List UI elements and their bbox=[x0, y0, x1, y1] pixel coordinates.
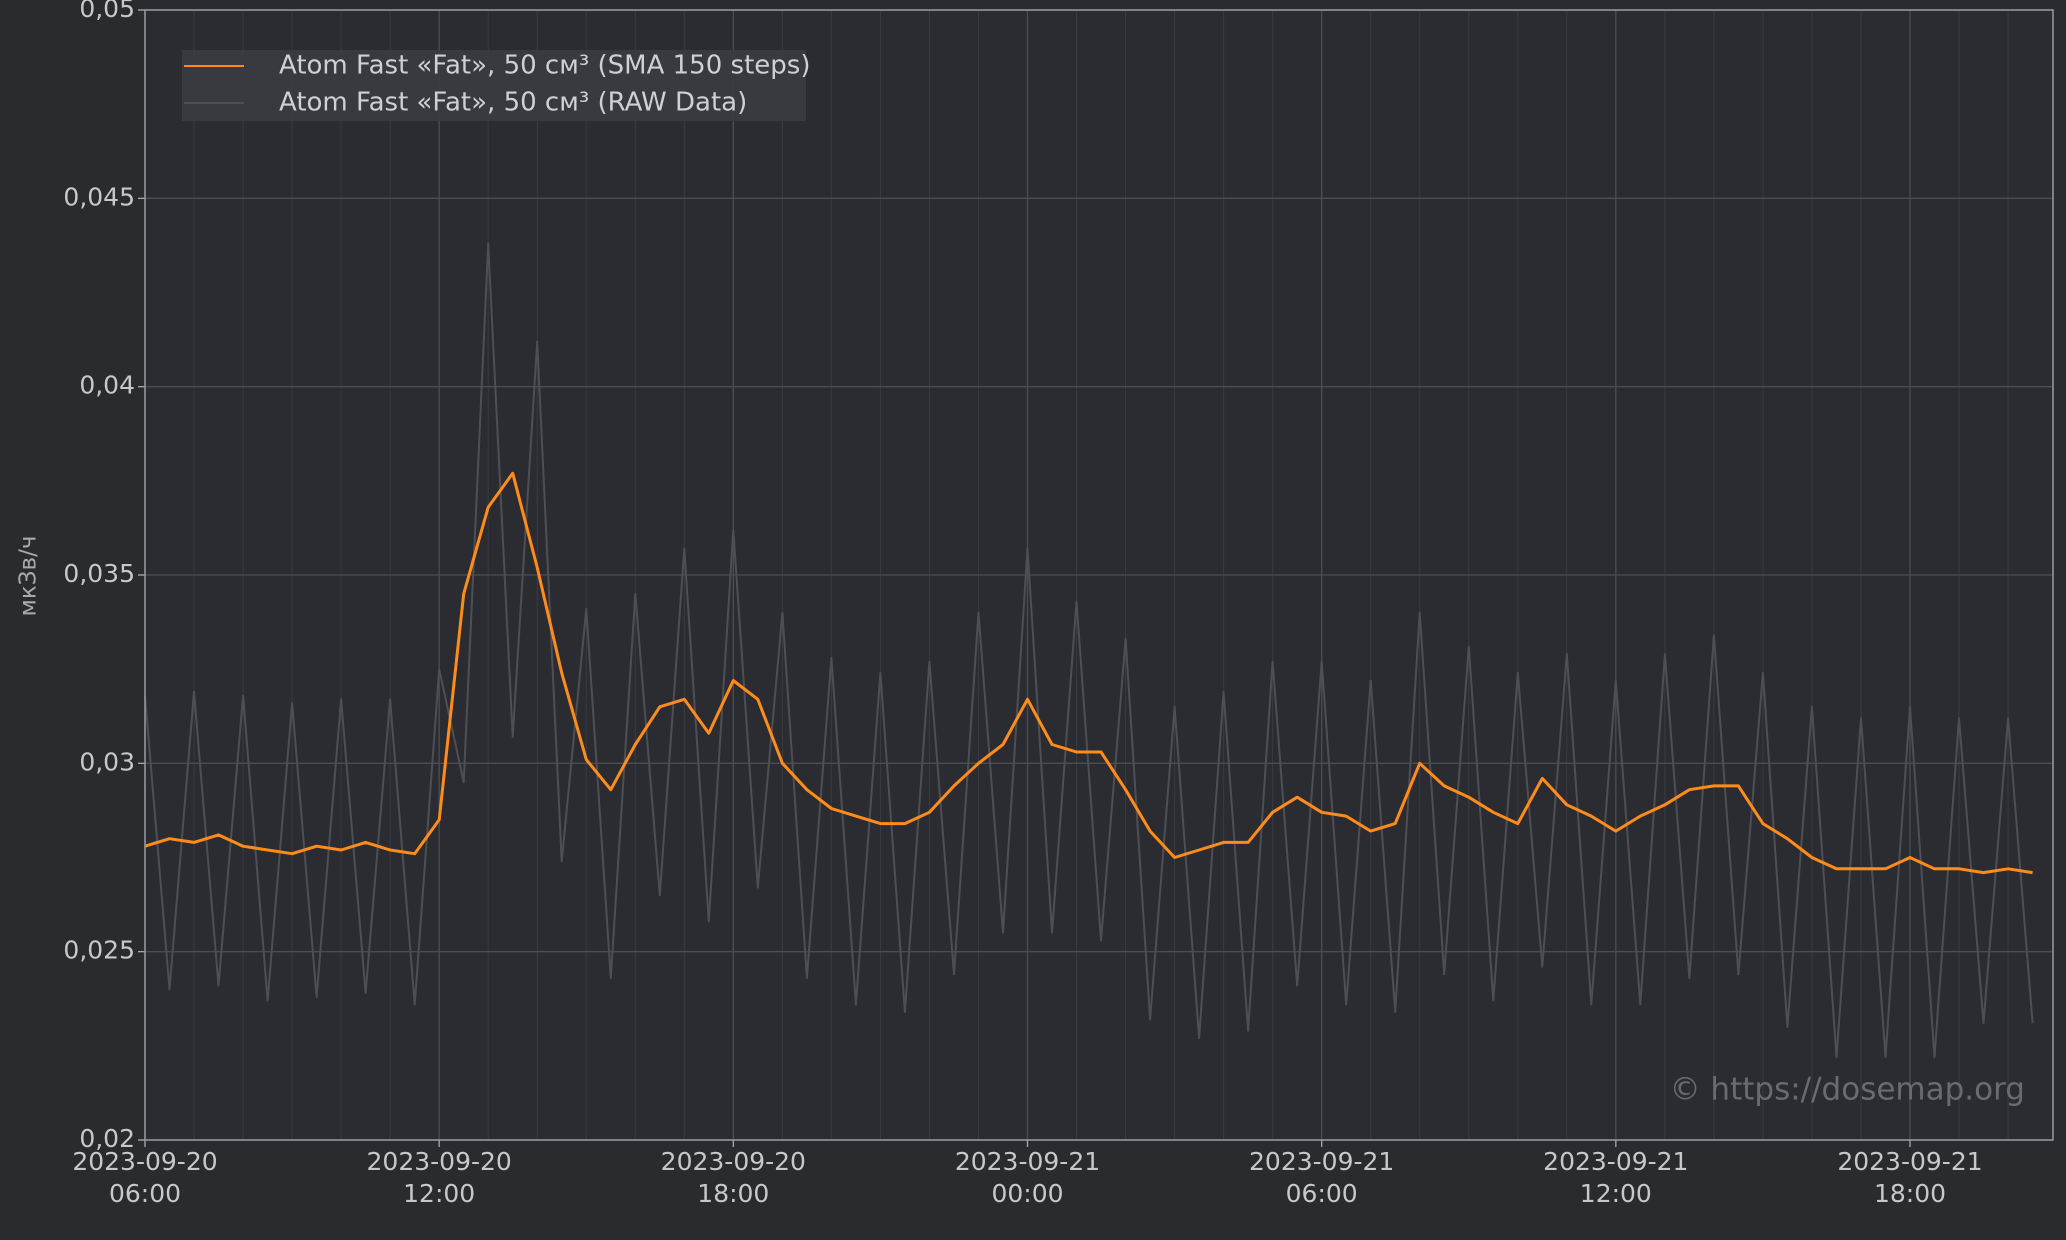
watermark: © https://dosemap.org bbox=[1670, 1072, 2025, 1108]
line-series bbox=[144, 242, 2034, 1059]
legend-label: Atom Fast «Fat», 50 см³ (SMA 150 steps) bbox=[279, 51, 810, 81]
x-tick-label: 18:00 bbox=[697, 1179, 769, 1208]
x-tick-label: 06:00 bbox=[1286, 1179, 1358, 1208]
x-tick-label: 2023-09-21 bbox=[1249, 1147, 1394, 1176]
legend: Atom Fast «Fat», 50 см³ (SMA 150 steps) A… bbox=[182, 50, 810, 121]
x-tick-label: 12:00 bbox=[403, 1179, 475, 1208]
legend-box bbox=[182, 50, 806, 121]
x-tick-label: 2023-09-20 bbox=[72, 1147, 217, 1176]
x-tick-label: 2023-09-21 bbox=[1543, 1147, 1688, 1176]
y-tick-label: 0,035 bbox=[63, 559, 135, 588]
axes-frame bbox=[144, 9, 2054, 1141]
y-tick-label: 0,045 bbox=[63, 182, 135, 211]
x-tick-label: 12:00 bbox=[1580, 1179, 1652, 1208]
y-tick-label: 0,04 bbox=[79, 371, 135, 400]
y-tick-label: 0,05 bbox=[79, 0, 135, 23]
x-tick-label: 00:00 bbox=[991, 1179, 1063, 1208]
y-tick-label: 0,03 bbox=[79, 747, 135, 776]
legend-label: Atom Fast «Fat», 50 см³ (RAW Data) bbox=[279, 88, 747, 118]
line-series bbox=[144, 471, 2033, 875]
x-tick-label: 2023-09-21 bbox=[955, 1147, 1100, 1176]
x-tick-label: 2023-09-20 bbox=[367, 1147, 512, 1176]
y-axis-label: мкЗв/ч bbox=[16, 536, 42, 617]
x-tick-label: 06:00 bbox=[109, 1179, 181, 1208]
x-tick-label: 2023-09-20 bbox=[661, 1147, 806, 1176]
plot-area bbox=[144, 9, 2053, 1141]
y-tick-label: 0,025 bbox=[63, 936, 135, 965]
y-tick-label: 0,02 bbox=[79, 1124, 135, 1153]
x-tick-label: 2023-09-21 bbox=[1837, 1147, 1982, 1176]
x-tick-label: 18:00 bbox=[1874, 1179, 1946, 1208]
